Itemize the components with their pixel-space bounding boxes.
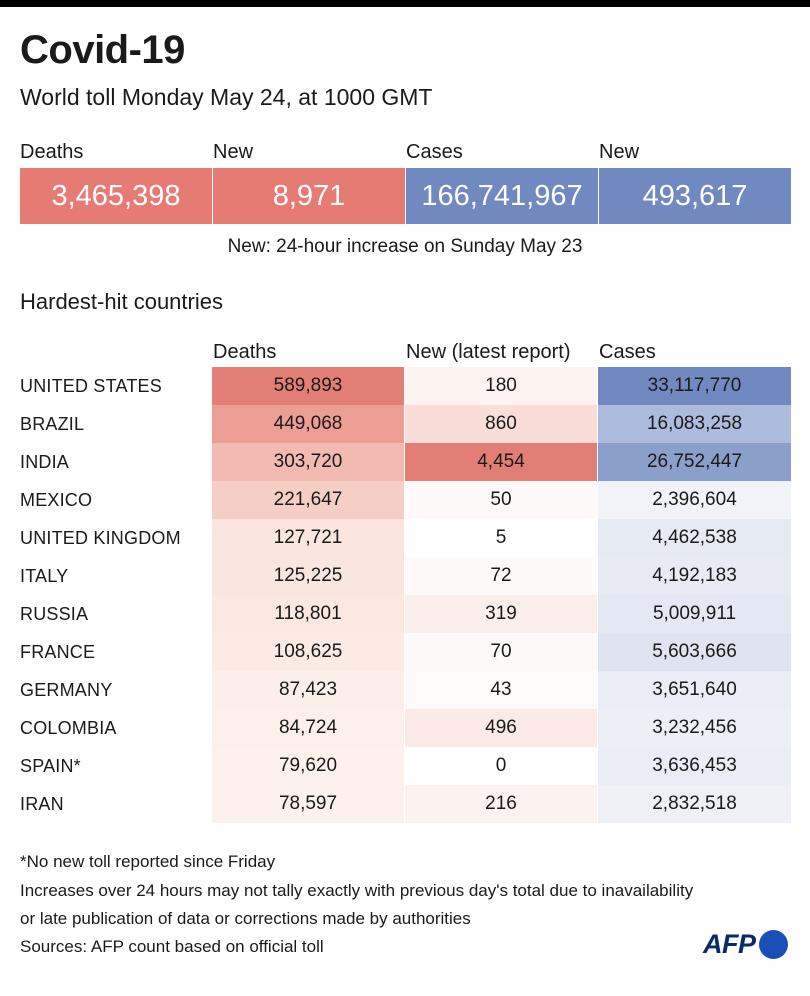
cases-cell: 4,462,538 xyxy=(598,519,791,557)
country-name: IRAN xyxy=(20,794,64,814)
country-name: MEXICO xyxy=(20,490,93,510)
table-row: UNITED KINGDOM 127,721 5 4,462,538 xyxy=(0,519,810,557)
new-cell: 5 xyxy=(405,519,597,557)
cases-cell: 16,083,258 xyxy=(598,405,791,443)
new-cell: 0 xyxy=(405,747,597,785)
new-cell: 70 xyxy=(405,633,597,671)
deaths-cell: 303,720 xyxy=(212,443,404,481)
cases-cell: 3,232,456 xyxy=(598,709,791,747)
cases-cell: 4,192,183 xyxy=(598,557,791,595)
cases-cell: 2,832,518 xyxy=(598,785,791,823)
stat-label-deaths: Deaths xyxy=(20,141,84,163)
cases-cell: 5,009,911 xyxy=(598,595,791,633)
footnote-increases: Increases over 24 hours may not tally ex… xyxy=(20,881,694,900)
new-cell: 180 xyxy=(405,367,597,405)
country-name: UNITED STATES xyxy=(20,376,162,396)
deaths-cell: 127,721 xyxy=(212,519,404,557)
cases-cell: 3,651,640 xyxy=(598,671,791,709)
stat-note: New: 24-hour increase on Sunday May 23 xyxy=(227,236,583,257)
stat-label-new-cases: New xyxy=(599,141,640,163)
afp-dot-icon xyxy=(758,929,788,959)
country-name: SPAIN* xyxy=(20,756,81,776)
cases-cell: 26,752,447 xyxy=(598,443,791,481)
deaths-cell: 87,423 xyxy=(212,671,404,709)
deaths-cell: 108,625 xyxy=(212,633,404,671)
stat-label-new-deaths: New xyxy=(213,141,254,163)
country-name: FRANCE xyxy=(20,642,96,662)
deaths-cell: 79,620 xyxy=(212,747,404,785)
table-row: SPAIN* 79,620 0 3,636,453 xyxy=(0,747,810,785)
afp-logo-text: AFP xyxy=(703,928,756,959)
table-row: UNITED STATES 589,893 180 33,117,770 xyxy=(0,367,810,405)
deaths-cell: 589,893 xyxy=(212,367,404,405)
deaths-cell: 125,225 xyxy=(212,557,404,595)
table-row: GERMANY 87,423 43 3,651,640 xyxy=(0,671,810,709)
cases-cell: 2,396,604 xyxy=(598,481,791,519)
stat-box-cases: 166,741,967 xyxy=(406,168,598,224)
table-row: ITALY 125,225 72 4,192,183 xyxy=(0,557,810,595)
new-cell: 216 xyxy=(405,785,597,823)
deaths-cell: 84,724 xyxy=(212,709,404,747)
table-row: MEXICO 221,647 50 2,396,604 xyxy=(0,481,810,519)
section-title: Hardest-hit countries xyxy=(20,289,223,314)
new-cell: 319 xyxy=(405,595,597,633)
countries-table: UNITED STATES 589,893 180 33,117,770 BRAZIL 4… xyxy=(0,367,810,823)
stat-box-deaths: 3,465,398 xyxy=(20,168,212,224)
footnote-sources: Sources: AFP count based on official tol… xyxy=(20,937,324,956)
new-cell: 496 xyxy=(405,709,597,747)
cases-cell: 3,636,453 xyxy=(598,747,791,785)
country-name: COLOMBIA xyxy=(20,718,117,738)
deaths-cell: 449,068 xyxy=(212,405,404,443)
country-name: INDIA xyxy=(20,452,70,472)
afp-logo: AFP xyxy=(703,927,788,961)
country-name: UNITED KINGDOM xyxy=(20,528,181,548)
footnote-spain: *No new toll reported since Friday xyxy=(20,852,276,871)
country-name: BRAZIL xyxy=(20,414,85,434)
deaths-cell: 221,647 xyxy=(212,481,404,519)
stat-box-new-deaths: 8,971 xyxy=(213,168,405,224)
cases-cell: 33,117,770 xyxy=(598,367,791,405)
new-cell: 43 xyxy=(405,671,597,709)
page-subtitle: World toll Monday May 24, at 1000 GMT xyxy=(20,84,433,110)
page-title: Covid-19 xyxy=(20,28,185,72)
table-row: RUSSIA 118,801 319 5,009,911 xyxy=(0,595,810,633)
footnote-publication: or late publication of data or correctio… xyxy=(20,909,471,928)
new-cell: 50 xyxy=(405,481,597,519)
country-name: GERMANY xyxy=(20,680,113,700)
column-header-cases: Cases xyxy=(599,341,656,363)
table-row: IRAN 78,597 216 2,832,518 xyxy=(0,785,810,823)
deaths-cell: 118,801 xyxy=(212,595,404,633)
table-row: FRANCE 108,625 70 5,603,666 xyxy=(0,633,810,671)
new-cell: 4,454 xyxy=(405,443,597,481)
stat-box-new-cases: 493,617 xyxy=(599,168,791,224)
column-header-new: New (latest report) xyxy=(406,341,571,363)
country-name: RUSSIA xyxy=(20,604,89,624)
new-cell: 860 xyxy=(405,405,597,443)
top-bar xyxy=(0,0,810,7)
cases-cell: 5,603,666 xyxy=(598,633,791,671)
table-row: COLOMBIA 84,724 496 3,232,456 xyxy=(0,709,810,747)
table-row: INDIA 303,720 4,454 26,752,447 xyxy=(0,443,810,481)
stat-label-cases: Cases xyxy=(406,141,463,163)
deaths-cell: 78,597 xyxy=(212,785,404,823)
new-cell: 72 xyxy=(405,557,597,595)
column-header-deaths: Deaths xyxy=(213,341,277,363)
table-row: BRAZIL 449,068 860 16,083,258 xyxy=(0,405,810,443)
country-name: ITALY xyxy=(20,566,69,586)
